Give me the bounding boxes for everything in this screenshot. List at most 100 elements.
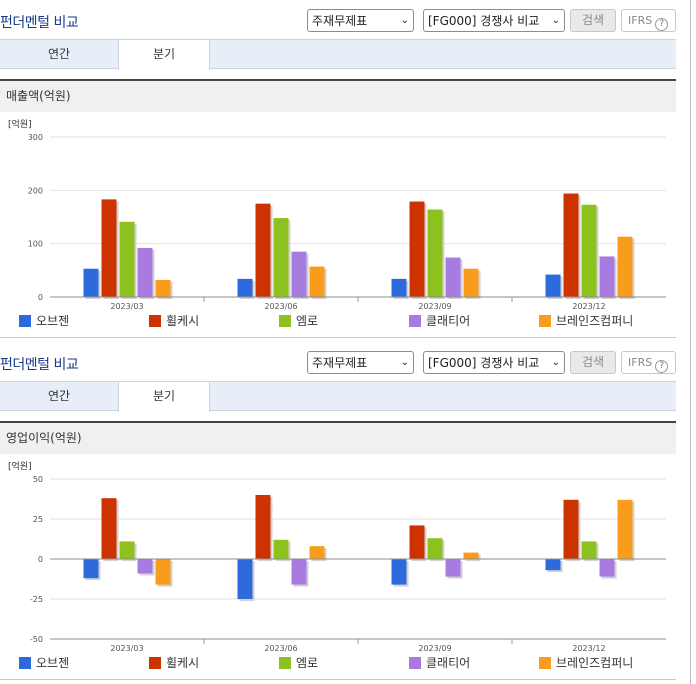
legend-label: 클래티어 <box>426 314 470 328</box>
bar <box>273 218 289 297</box>
legend-label: 휠케시 <box>166 656 199 670</box>
chart-title: 매출액(억원) <box>0 79 676 112</box>
legend-swatch <box>279 657 291 669</box>
help-icon: ? <box>655 360 669 373</box>
legend-swatch <box>279 315 291 327</box>
legend-label: 엠로 <box>296 656 318 670</box>
ifrs-label: IFRS <box>628 356 653 369</box>
search-button[interactable]: 검색 <box>570 351 616 374</box>
y-tick-label: 100 <box>28 240 43 249</box>
fundamental-panel-operating-income: 펀더멘털 비교 주재무제표 ⌄ [FG000] 경쟁사 비교 ⌄ 검색 IFRS? … <box>0 342 696 684</box>
bar <box>255 495 271 559</box>
period-tabs: 연간 분기 <box>0 381 676 412</box>
x-tick-label: 2023/06 <box>264 644 297 653</box>
y-tick-label: -25 <box>30 595 43 604</box>
tab-annual[interactable]: 연간 <box>47 47 71 61</box>
ifrs-help-button[interactable]: IFRS? <box>621 351 676 374</box>
legend-swatch <box>409 315 421 327</box>
bar <box>119 221 135 297</box>
bar <box>563 193 579 297</box>
tab-annual[interactable]: 연간 <box>47 389 71 403</box>
y-tick-label: 0 <box>38 293 43 302</box>
tab-quarterly[interactable]: 분기 <box>118 40 210 70</box>
operating-income-bar-chart: [억원]50 25 0 -25 -50 2023/03 2023/06 2023/09 2023… <box>8 460 666 670</box>
ifrs-help-button[interactable]: IFRS? <box>621 9 676 32</box>
legend-label: 오브젠 <box>36 314 69 328</box>
bar <box>409 525 425 559</box>
legend-label: 엠로 <box>296 314 318 328</box>
bar <box>237 559 253 599</box>
peer-group-select[interactable]: [FG000] 경쟁사 비교 ⌄ <box>423 351 565 374</box>
x-tick-label: 2023/09 <box>418 302 451 311</box>
bar <box>391 559 407 585</box>
bar <box>155 279 171 297</box>
bar <box>563 499 579 559</box>
peer-group-value: [FG000] 경쟁사 비교 <box>428 356 540 370</box>
bar <box>463 552 479 559</box>
bar <box>101 199 117 297</box>
ifrs-label: IFRS <box>628 14 653 27</box>
bar <box>545 559 561 571</box>
statement-type-value: 주재무제표 <box>312 356 368 370</box>
divider <box>0 337 676 338</box>
statement-type-select[interactable]: 주재무제표 ⌄ <box>307 9 414 32</box>
bar <box>409 201 425 297</box>
bar <box>545 274 561 297</box>
bar <box>83 559 99 579</box>
bar <box>445 257 461 297</box>
y-tick-label: 50 <box>33 475 43 484</box>
y-tick-label: -50 <box>30 635 43 644</box>
y-unit-label: [억원] <box>8 460 32 472</box>
bar <box>237 278 253 297</box>
legend-label: 브레인즈컴퍼니 <box>556 656 633 670</box>
divider <box>690 0 691 342</box>
peer-group-value: [FG000] 경쟁사 비교 <box>428 14 540 28</box>
y-tick-label: 25 <box>33 515 43 524</box>
bar <box>581 204 597 297</box>
legend-swatch <box>19 657 31 669</box>
legend-swatch <box>539 657 551 669</box>
bar <box>273 539 289 559</box>
bar <box>391 278 407 297</box>
legend-label: 브레인즈컴퍼니 <box>556 314 633 328</box>
bar <box>291 251 307 297</box>
period-tabs: 연간 분기 <box>0 39 676 70</box>
tab-quarterly[interactable]: 분기 <box>118 382 210 412</box>
help-icon: ? <box>655 18 669 31</box>
legend-label: 오브젠 <box>36 656 69 670</box>
chevron-down-icon: ⌄ <box>551 15 560 26</box>
statement-type-value: 주재무제표 <box>312 14 368 28</box>
bar <box>617 499 633 559</box>
bar <box>137 559 153 574</box>
peer-group-select[interactable]: [FG000] 경쟁사 비교 ⌄ <box>423 9 565 32</box>
statement-type-select[interactable]: 주재무제표 ⌄ <box>307 351 414 374</box>
legend-swatch <box>149 315 161 327</box>
x-tick-label: 2023/12 <box>572 644 605 653</box>
bar <box>291 559 307 585</box>
chevron-down-icon: ⌄ <box>400 15 409 26</box>
panel-title: 펀더멘털 비교 <box>0 15 79 31</box>
bar <box>599 256 615 297</box>
legend-label: 클래티어 <box>426 656 470 670</box>
fundamental-panel-revenue: 펀더멘털 비교 주재무제표 ⌄ [FG000] 경쟁사 비교 ⌄ 검색 IFRS? … <box>0 0 691 342</box>
legend-swatch <box>149 657 161 669</box>
x-tick-label: 2023/12 <box>572 302 605 311</box>
bar <box>119 541 135 559</box>
legend-swatch <box>409 657 421 669</box>
divider <box>0 679 676 680</box>
legend-label: 휠케시 <box>166 314 199 328</box>
divider <box>690 342 691 684</box>
y-unit-label: [억원] <box>8 118 32 130</box>
bar <box>463 268 479 297</box>
x-tick-label: 2023/03 <box>110 302 143 311</box>
x-tick-label: 2023/09 <box>418 644 451 653</box>
bar <box>445 559 461 577</box>
search-button[interactable]: 검색 <box>570 9 616 32</box>
legend-swatch <box>19 315 31 327</box>
chevron-down-icon: ⌄ <box>551 357 560 368</box>
bar <box>427 538 443 559</box>
bar <box>155 559 171 585</box>
y-tick-label: 300 <box>28 133 43 142</box>
bar <box>427 209 443 297</box>
x-tick-label: 2023/03 <box>110 644 143 653</box>
